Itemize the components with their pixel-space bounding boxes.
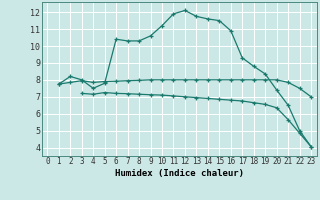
X-axis label: Humidex (Indice chaleur): Humidex (Indice chaleur): [115, 169, 244, 178]
